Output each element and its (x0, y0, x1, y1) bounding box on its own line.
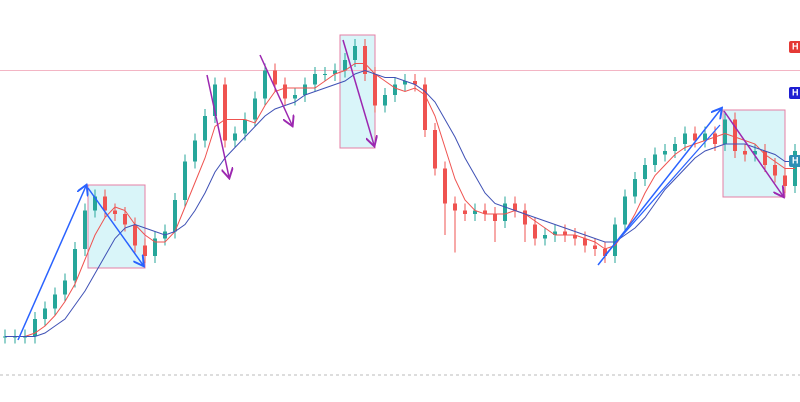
candle-body (433, 130, 437, 169)
price-label-box (789, 87, 800, 99)
candle-body (123, 214, 127, 225)
candle-body (283, 84, 287, 99)
candle-body (203, 116, 207, 141)
candle-body (733, 119, 737, 151)
candle-body (383, 95, 387, 106)
candle-body (453, 203, 457, 211)
candle-body (33, 319, 37, 337)
price-label-box (789, 41, 800, 53)
candle-body (353, 46, 357, 60)
candle-body (743, 151, 747, 155)
trend-arrow (206, 74, 229, 177)
candle-body (73, 249, 77, 281)
candle-body (503, 203, 507, 221)
candle-body (653, 154, 657, 165)
price-label: H (792, 87, 799, 97)
candle-body (603, 249, 607, 256)
candle-body (373, 74, 377, 106)
price-label-box (789, 155, 800, 167)
candle-body (233, 133, 237, 141)
candle-body (553, 231, 557, 235)
candle-body (43, 308, 47, 319)
candle-body (153, 238, 157, 256)
candle-body (183, 161, 187, 200)
candle-body (423, 84, 427, 130)
candle-body (333, 70, 337, 74)
candle-body (613, 224, 617, 256)
candle-body (543, 235, 547, 239)
candle-body (773, 165, 777, 176)
candle-body (323, 74, 327, 75)
candle-body (293, 95, 297, 99)
candle-body (53, 294, 57, 309)
candle-body (703, 133, 707, 141)
candle-body (193, 140, 197, 162)
candle-body (533, 224, 537, 239)
candle-body (643, 165, 647, 179)
candle-body (593, 245, 597, 249)
candle-body (303, 84, 307, 95)
candle-body (583, 238, 587, 246)
trend-arrow (723, 110, 783, 196)
candle-body (483, 210, 487, 214)
candle-body (213, 84, 217, 116)
candle-body (83, 210, 87, 249)
candle-body (523, 210, 527, 225)
candle-body (133, 224, 137, 246)
price-label: H (792, 41, 799, 51)
candle-body (763, 151, 767, 165)
candle-body (243, 119, 247, 134)
candle-body (683, 133, 687, 144)
candle-body (493, 214, 497, 221)
candle-body (713, 133, 717, 144)
candle-body (513, 203, 517, 211)
annotation-arrows (17, 39, 783, 341)
candle-body (473, 210, 477, 214)
candle-body (413, 81, 417, 85)
ma-line (5, 69, 795, 337)
trend-arrow (17, 186, 86, 341)
candle-body (723, 119, 727, 144)
candle-body (443, 168, 447, 204)
candle-body (403, 81, 407, 85)
candle-body (223, 84, 227, 141)
candle-body (573, 235, 577, 239)
candle-body (393, 84, 397, 95)
candle-body (633, 179, 637, 197)
candle-body (263, 70, 267, 99)
candle-body (103, 196, 107, 211)
candle-body (113, 210, 117, 214)
candle-body (343, 60, 347, 71)
candle-body (173, 200, 177, 232)
plot (0, 39, 800, 344)
candle-body (313, 74, 317, 85)
candle-body (693, 133, 697, 141)
trend-line (604, 124, 721, 256)
candle-body (363, 46, 367, 74)
candle-body (783, 175, 787, 186)
candle-body (463, 210, 467, 214)
candle-body (623, 196, 627, 225)
candle-body (563, 231, 567, 235)
candle-body (663, 151, 667, 155)
price-label: H (792, 155, 799, 165)
candle-body (273, 70, 277, 85)
trend-arrow (259, 54, 292, 125)
candle-body (63, 280, 67, 295)
candle-body (253, 98, 257, 120)
ma-line (5, 63, 795, 337)
trend-arrow (87, 187, 143, 265)
candle-body (143, 245, 147, 256)
candle-body (93, 196, 97, 211)
candle-body (673, 144, 677, 151)
trend-arrow (342, 39, 374, 145)
candle-body (753, 151, 757, 155)
